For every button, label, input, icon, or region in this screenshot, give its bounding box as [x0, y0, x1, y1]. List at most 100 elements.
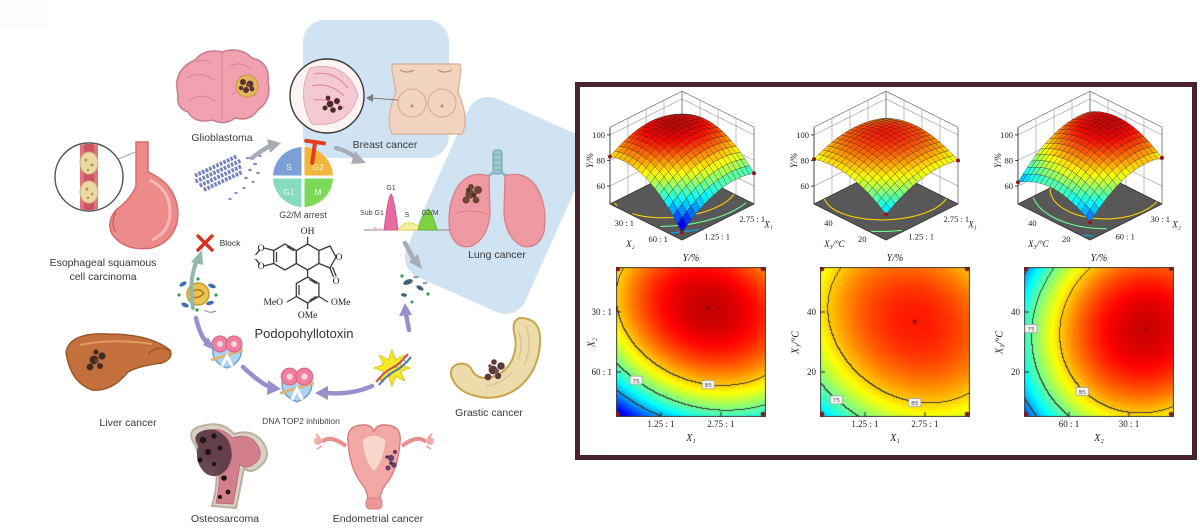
- svg-text:2.75 : 1: 2.75 : 1: [739, 214, 765, 224]
- liver-cancer-illustration: [65, 333, 172, 391]
- microtubule-bundle: [194, 154, 262, 201]
- osteosarcoma-illustration: [190, 423, 268, 510]
- g2m-arrest-label: G2/M arrest: [279, 210, 327, 220]
- y-tick-label: 40: [807, 307, 816, 317]
- x-tick-label: 2.75 : 1: [707, 419, 735, 429]
- svg-text:30 : 1: 30 : 1: [1151, 214, 1170, 224]
- x-tick-label: 30 : 1: [1118, 419, 1140, 429]
- esophageal-carcinoma-illustration: [54, 141, 179, 250]
- top2-enzyme-icon: [278, 366, 316, 404]
- pointer-arrow-icon: [366, 94, 373, 102]
- flow-cytometry-histogram: G1 Sub G1 S G2/M: [360, 185, 450, 231]
- svg-text:60: 60: [597, 181, 606, 191]
- svg-text:Y/%: Y/%: [789, 153, 799, 168]
- x-tick-label: 1.25 : 1: [851, 419, 879, 429]
- rsm-column-1: 60 80 100 Y/% 30 : 1 60 : 1 X₂ 1.25 : 1 2.75 : 1…: [580, 87, 784, 455]
- esophageal-label-line1: Esophageal squamous: [50, 257, 157, 269]
- cell-cluster: [177, 277, 218, 313]
- top2-enzyme-icon: [209, 334, 245, 370]
- svg-text:X₂: X₂: [1171, 220, 1181, 230]
- svg-text:40: 40: [824, 218, 833, 228]
- structure-ome-right-label: OMe: [331, 298, 351, 308]
- podophyllotoxin-structure: O O O O OH MeO OMe OMe: [254, 227, 351, 321]
- svg-text:60 : 1: 60 : 1: [1116, 231, 1135, 241]
- contour-canvas: [1024, 267, 1174, 417]
- svg-text:30 : 1: 30 : 1: [615, 218, 634, 228]
- svg-text:100: 100: [1000, 130, 1013, 140]
- y-axis-title: X₃/°C: [790, 330, 802, 355]
- structure-meo-label: MeO: [263, 298, 283, 308]
- svg-text:X₁: X₁: [967, 220, 977, 230]
- arrow-head-icon: [409, 254, 422, 269]
- y-tick-label: 40: [1011, 307, 1020, 317]
- dna-top2-inhibition-label: DNA TOP2 inhibition: [262, 416, 340, 426]
- svg-text:2.75 : 1: 2.75 : 1: [943, 214, 969, 224]
- surface-plot-x2-x3: 60 80 100 Y/% 40 20 X₃/°C 60 : 1 30 : 1 X₂: [988, 87, 1192, 255]
- svg-text:60: 60: [1005, 181, 1014, 191]
- structure-o2-label: O: [258, 262, 265, 272]
- svg-text:X₃/°C: X₃/°C: [1027, 239, 1050, 249]
- svg-text:60: 60: [801, 181, 810, 191]
- svg-text:40: 40: [1028, 218, 1037, 228]
- compound-name-label: Podopohyllotoxin: [254, 326, 353, 341]
- x-tick-label: 2.75 : 1: [911, 419, 939, 429]
- cell-cycle-pie: S G2 G1 M: [273, 138, 333, 207]
- structure-oring-label: O: [336, 253, 343, 263]
- y-tick-label: 20: [807, 367, 816, 377]
- x-tick-label: 1.25 : 1: [647, 419, 675, 429]
- endometrial-cancer-illustration: [314, 424, 434, 510]
- structure-oh-label: OH: [301, 227, 315, 237]
- block-label: Block: [220, 238, 242, 248]
- endometrial-cancer-label: Endometrial cancer: [333, 513, 424, 525]
- surface-plot-x1-x3: 60 80 100 Y/% 40 20 X₃/°C 1.25 : 1 2.75 : 1 X₁: [784, 87, 988, 255]
- svg-text:1.25 : 1: 1.25 : 1: [908, 231, 934, 241]
- svg-text:X₂: X₂: [625, 239, 635, 249]
- hist-subg1-label: Sub G1: [360, 210, 384, 217]
- y-tick-label: 60 : 1: [591, 367, 612, 377]
- inhibition-tbar-icon: [304, 138, 327, 165]
- pie-m-label: M: [314, 187, 321, 197]
- structure-ome-bottom-label: OMe: [298, 311, 318, 321]
- hist-s-label: S: [405, 212, 410, 219]
- svg-text:80: 80: [801, 155, 810, 165]
- x-axis-title: X₁: [890, 433, 900, 444]
- lung-cancer-illustration: [448, 149, 546, 248]
- svg-text:100: 100: [796, 130, 809, 140]
- x-axis-title: X₂: [1094, 433, 1104, 444]
- contour-canvas: [616, 267, 766, 417]
- arrow-head-icon: [267, 139, 281, 153]
- svg-text:X₁: X₁: [763, 220, 773, 230]
- structure-ocarbonyl-label: O: [333, 277, 340, 287]
- svg-text:Y/%: Y/%: [993, 153, 1003, 168]
- contour-title: Y/%: [682, 253, 700, 264]
- y-tick-label: 20: [1011, 367, 1020, 377]
- gastric-cancer-label: Grastic cancer: [455, 407, 523, 419]
- surface-plot-x1-x2: 60 80 100 Y/% 30 : 1 60 : 1 X₂ 1.25 : 1 2.75 : 1…: [580, 87, 784, 255]
- svg-text:60 : 1: 60 : 1: [649, 234, 668, 244]
- structure-o1-label: O: [258, 244, 265, 254]
- svg-text:80: 80: [597, 155, 606, 165]
- contour-title: Y/%: [1090, 253, 1108, 264]
- pie-g1-label: G1: [283, 187, 295, 197]
- arrow-head-icon: [191, 250, 203, 265]
- y-tick-label: 30 : 1: [591, 307, 612, 317]
- anticancer-mechanism-diagram: Glioblastoma Breast cancer Lung cancer: [0, 0, 575, 525]
- arrow-head-icon: [351, 151, 366, 164]
- pie-g2-label: G2: [312, 162, 324, 172]
- y-axis-title: X₃/°C: [994, 330, 1006, 355]
- corner-artifact: [0, 0, 48, 28]
- contour-canvas: [820, 267, 970, 417]
- rsm-optimization-panel: 60 80 100 Y/% 30 : 1 60 : 1 X₂ 1.25 : 1 2.75 : 1…: [575, 82, 1197, 460]
- rsm-column-3: 60 80 100 Y/% 40 20 X₃/°C 60 : 1 30 : 1 X₂ Y/% 40…: [988, 87, 1192, 455]
- breast-cancer-label: Breast cancer: [353, 139, 418, 151]
- arrow-head-icon: [315, 386, 328, 400]
- arrow-head-icon: [399, 303, 412, 316]
- apoptotic-debris: [400, 274, 430, 304]
- contour-title: Y/%: [886, 253, 904, 264]
- glioblastoma-illustration: [176, 49, 270, 124]
- flow-arrows: [189, 139, 422, 400]
- arrow-head-icon: [267, 380, 281, 395]
- arrow-head-icon: [203, 337, 216, 351]
- x-tick-label: 60 : 1: [1058, 419, 1080, 429]
